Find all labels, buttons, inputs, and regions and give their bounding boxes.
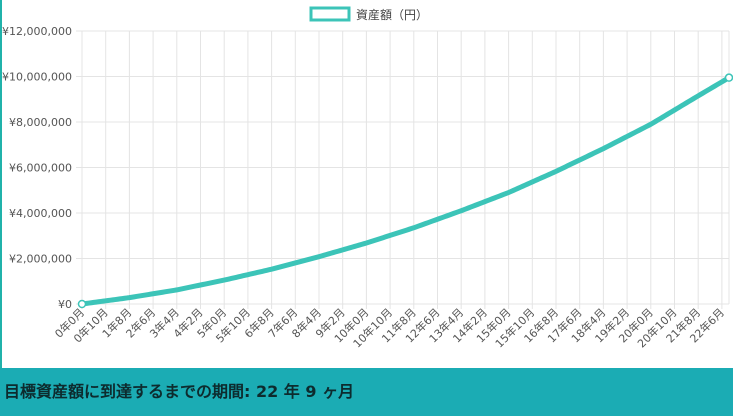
y-tick-label: ¥6,000,000 xyxy=(9,162,72,175)
grid xyxy=(76,30,730,309)
y-axis: ¥0 ¥2,000,000 ¥4,000,000 ¥6,000,000 ¥8,000,0… xyxy=(2,25,72,311)
footer-bar: 目標資産額に到達するまでの期間: 22 年 9 ヶ月 xyxy=(0,368,733,416)
y-tick-label: ¥8,000,000 xyxy=(9,116,72,129)
y-tick-label: ¥12,000,000 xyxy=(2,25,72,38)
y-tick-label: ¥10,000,000 xyxy=(2,71,72,84)
asset-series-line xyxy=(79,75,732,307)
chart-svg: 資産額（円） ¥0¥2,000,000¥4,000,000¥6,000,000¥… xyxy=(2,6,733,350)
legend: 資産額（円） xyxy=(309,6,428,22)
x-axis: 0年0月0年10月1年8月2年6月3年4月4年2月5年0月5年10月6年8月7年… xyxy=(52,305,727,350)
start-point[interactable] xyxy=(77,299,87,309)
series-asset xyxy=(77,73,733,309)
end-point[interactable] xyxy=(724,73,733,82)
legend-label: 資産額（円） xyxy=(356,7,428,22)
legend-swatch[interactable] xyxy=(309,6,351,22)
y-tick-label: ¥4,000,000 xyxy=(9,207,72,220)
asset-growth-chart: 資産額（円） ¥0 ¥2,000,000 ¥4,000,000 ¥6,000,000 ¥… xyxy=(2,6,733,350)
goal-period-text: 目標資産額に到達するまでの期間: 22 年 9 ヶ月 xyxy=(4,382,355,401)
y-tick-label: ¥2,000,000 xyxy=(9,253,72,266)
y-tick-label: ¥0 xyxy=(58,298,72,311)
left-accent-bar xyxy=(0,0,2,368)
